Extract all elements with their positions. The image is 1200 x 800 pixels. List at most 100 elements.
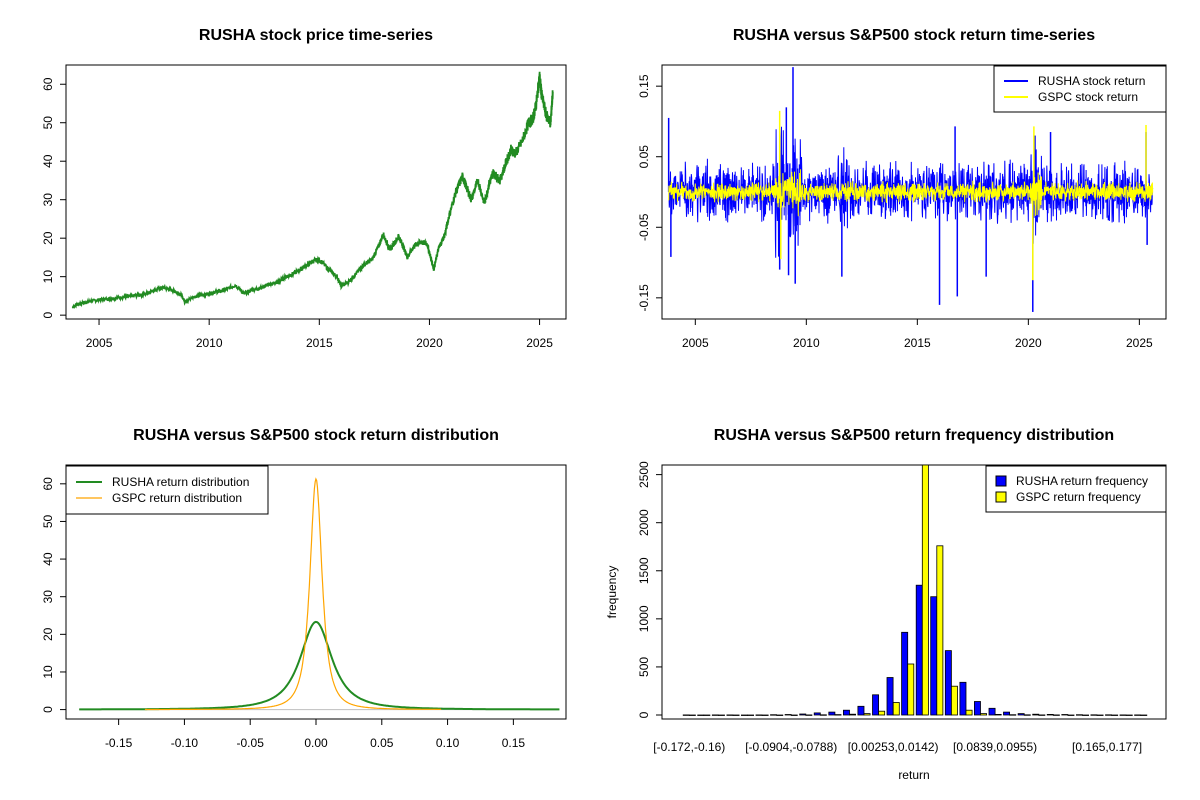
x-tick-label: 0.10 [436, 736, 460, 750]
x-tick-label: 2020 [416, 336, 443, 350]
gspc-freq-bar [776, 714, 784, 716]
x-tick-label: 0.00 [304, 736, 328, 750]
x-tick-label: [-0.172,-0.16) [653, 740, 725, 754]
gspc-freq-bar [1052, 714, 1060, 716]
x-tick-label: 2025 [1126, 336, 1153, 350]
gspc-freq-bar [747, 714, 754, 716]
rusha-freq-bar [741, 714, 748, 716]
legend-swatch [995, 475, 1007, 487]
y-tick-label: 0 [637, 711, 651, 718]
rusha-freq-bar [857, 705, 865, 716]
gspc-freq-bar [1140, 714, 1148, 716]
plot-frame-1 [65, 64, 567, 320]
rusha-freq-bar [1119, 714, 1127, 716]
rusha-freq-bar [988, 707, 996, 716]
x-tick-label: [0.00253,0.0142) [848, 740, 939, 754]
y-tick-label: 0.05 [637, 145, 651, 169]
gspc-freq-bar [965, 709, 973, 716]
legend-box [65, 465, 269, 515]
gspc-freq-bar [921, 464, 929, 716]
legend-label: RUSHA return frequency [1016, 474, 1148, 488]
x-tick-label: 2025 [526, 336, 553, 350]
legend-box [985, 465, 1167, 513]
gspc-freq-bar [849, 713, 856, 716]
gspc-freq-bar [936, 545, 944, 716]
gspc-freq-bar [1023, 714, 1031, 716]
rusha-freq-bar [1032, 713, 1040, 716]
rusha-freq-bar [886, 677, 894, 716]
gspc-freq-bar [1009, 714, 1017, 716]
gspc-freq-bar [907, 663, 915, 716]
chart-title: RUSHA versus S&P500 stock return distrib… [133, 427, 499, 444]
rusha-freq-bar [944, 650, 952, 716]
x-tick-label: 2015 [306, 336, 333, 350]
rusha-freq-bar [828, 711, 836, 716]
x-axis-label: return [898, 768, 929, 782]
rusha-freq-bar [1090, 714, 1098, 716]
rusha-freq-bar [959, 681, 967, 716]
x-tick-label: [0.165,0.177] [1072, 740, 1142, 754]
gspc-freq-bar [1038, 714, 1046, 716]
rusha-freq-bar [974, 701, 981, 716]
rusha-freq-bar [697, 714, 705, 716]
legend-box [993, 65, 1167, 113]
x-tick-label: 2010 [196, 336, 223, 350]
rusha-freq-bar [813, 712, 821, 716]
y-tick-label: 20 [41, 231, 55, 245]
rusha-freq-bar [1003, 711, 1010, 716]
gspc-freq-bar [819, 714, 827, 716]
y-tick-label: -0.05 [637, 213, 651, 241]
gspc-freq-bar [790, 714, 798, 716]
gspc-freq-bar [863, 713, 871, 716]
y-tick-label: 500 [637, 657, 651, 677]
rusha-freq-bar [843, 709, 850, 716]
gspc-freq-bar [688, 714, 696, 716]
y-tick-label: 50 [41, 116, 55, 130]
rusha-freq-bar [930, 596, 938, 716]
rusha-freq-bar [1046, 714, 1054, 716]
rusha-freq-bar [1076, 714, 1083, 716]
legend-label: GSPC stock return [1038, 90, 1138, 104]
x-tick-label: [-0.0904,-0.0788) [745, 740, 837, 754]
gspc-freq-bar [1125, 714, 1133, 716]
y-tick-label: 10 [41, 665, 55, 679]
rusha-freq-bar [770, 714, 777, 716]
price-series-line [71, 71, 554, 309]
rusha-freq-bar [682, 714, 690, 716]
y-tick-label: 0 [41, 706, 55, 713]
gspc-freq-bar [892, 702, 900, 716]
y-tick-label: 60 [41, 477, 55, 491]
gspc-freq-bar [1096, 714, 1104, 716]
y-tick-label: 50 [41, 514, 55, 528]
y-tick-label: 30 [41, 193, 55, 207]
gspc-freq-bar [834, 714, 842, 716]
gspc-freq-bar [1067, 714, 1075, 716]
x-tick-label: -0.10 [171, 736, 199, 750]
x-tick-label: -0.05 [237, 736, 265, 750]
rusha-freq-bar [1134, 714, 1142, 716]
rusha-density-curve [79, 620, 560, 711]
rusha-freq-bar [755, 714, 763, 716]
x-tick-label: 2015 [904, 336, 931, 350]
x-tick-label: 0.15 [502, 736, 526, 750]
gspc-freq-bar [718, 714, 725, 716]
plot-frame-2 [661, 64, 1167, 320]
x-tick-label: 2005 [682, 336, 709, 350]
gspc-return-series [668, 169, 1154, 217]
rusha-freq-bar [901, 631, 909, 716]
rusha-freq-bar [1061, 714, 1069, 716]
gspc-freq-bar [761, 714, 769, 716]
plot-frame-4 [661, 464, 1167, 720]
x-tick-label: [0.0839,0.0955) [953, 740, 1037, 754]
x-tick-label: 2020 [1015, 336, 1042, 350]
gspc-freq-bar [1111, 714, 1119, 716]
legend-label: GSPC return frequency [1016, 490, 1141, 504]
y-tick-label: 1500 [637, 557, 651, 584]
gspc-freq-bar [1082, 714, 1089, 716]
y-tick-label: 1000 [637, 605, 651, 632]
gspc-freq-bar [980, 713, 987, 716]
x-tick-label: -0.15 [105, 736, 133, 750]
y-tick-label: -0.15 [637, 284, 651, 312]
y-tick-label: 60 [41, 77, 55, 91]
